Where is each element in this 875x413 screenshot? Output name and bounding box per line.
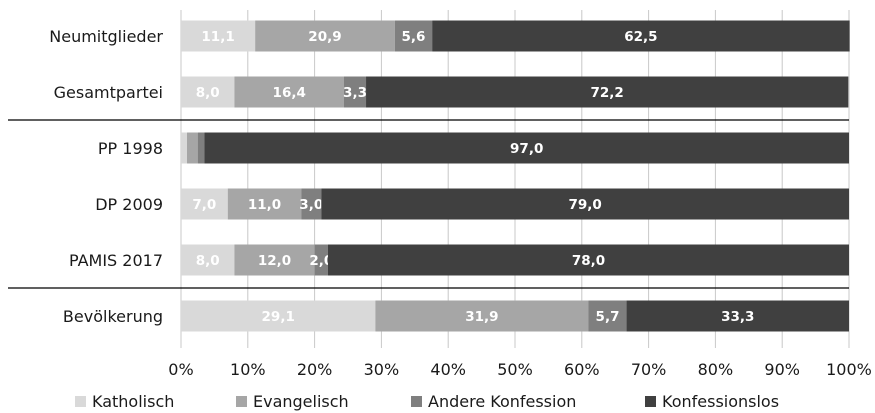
- x-tick-label: 40%: [430, 360, 466, 379]
- bar-segment: [181, 132, 188, 164]
- bar-row: 8,0 12,0 2,0 78,0: [181, 244, 850, 276]
- legend-item: Evangelisch: [236, 392, 349, 411]
- bar-segment: [375, 300, 589, 332]
- legend: Katholisch Evangelisch Andere Konfession Ko…: [75, 392, 779, 411]
- bar-segment: [181, 188, 228, 220]
- bar-segment: [394, 20, 433, 52]
- bar-segment: [432, 20, 850, 52]
- data-label: 2,0: [309, 253, 333, 269]
- legend-label: Evangelisch: [253, 392, 349, 411]
- category-label: DP 2009: [95, 195, 163, 214]
- bar-segment: [197, 132, 205, 164]
- legend-swatch: [645, 396, 656, 407]
- x-tick-label: 90%: [764, 360, 800, 379]
- data-label: 8,0: [196, 253, 220, 269]
- data-label: 31,9: [465, 309, 498, 325]
- bars: 11,1 20,9 5,6 62,5 8,0 16,4 3,3 72,2 97,0 7,0 11,0…: [181, 20, 850, 332]
- bar-segment: [255, 20, 395, 52]
- x-tick-label: 70%: [631, 360, 667, 379]
- legend-item: Katholisch: [75, 392, 174, 411]
- bar-segment: [588, 300, 627, 332]
- bar-row: 8,0 16,4 3,3 72,2: [181, 76, 849, 108]
- legend-swatch: [411, 396, 422, 407]
- bar-segment: [227, 188, 302, 220]
- data-label: 33,3: [721, 309, 754, 325]
- bar-segment: [234, 76, 344, 108]
- data-label: 72,2: [591, 85, 624, 101]
- bar-segment: [181, 300, 376, 332]
- x-tick-label: 30%: [364, 360, 400, 379]
- bar-segment: [366, 76, 849, 108]
- data-label: 11,0: [248, 197, 281, 213]
- category-labels: Neumitglieder Gesamtpartei PP 1998 DP 2009 P…: [49, 27, 163, 326]
- bar-segment: [234, 244, 315, 276]
- gridlines: [180, 10, 850, 348]
- data-label: 79,0: [568, 197, 601, 213]
- data-label: 78,0: [572, 253, 605, 269]
- bar-segment: [626, 300, 849, 332]
- category-label: Bevölkerung: [63, 307, 163, 326]
- bar-segment: [314, 244, 328, 276]
- data-label: 3,0: [299, 197, 323, 213]
- data-label: 7,0: [192, 197, 216, 213]
- data-label: 5,6: [402, 29, 426, 45]
- data-label: 3,3: [343, 85, 367, 101]
- x-tick-label: 10%: [230, 360, 266, 379]
- bar-row: 11,1 20,9 5,6 62,5: [181, 20, 850, 52]
- group-separators: [8, 119, 849, 289]
- category-label: PP 1998: [98, 139, 163, 158]
- bar-row: 97,0: [181, 132, 849, 164]
- legend-swatch: [75, 396, 86, 407]
- data-label: 29,1: [262, 309, 295, 325]
- data-label: 20,9: [308, 29, 341, 45]
- category-label: PAMIS 2017: [69, 251, 163, 270]
- bar-segment: [187, 132, 198, 164]
- legend-label: Katholisch: [92, 392, 174, 411]
- data-label: 12,0: [258, 253, 291, 269]
- category-label: Gesamtpartei: [54, 83, 163, 102]
- data-label: 97,0: [510, 141, 543, 157]
- legend-label: Andere Konfession: [428, 392, 576, 411]
- legend-swatch: [236, 396, 247, 407]
- x-tick-label: 100%: [826, 360, 872, 379]
- data-label: 8,0: [196, 85, 220, 101]
- data-label: 11,1: [201, 29, 234, 45]
- data-label: 16,4: [273, 85, 306, 101]
- x-tick-label: 50%: [497, 360, 533, 379]
- bar-row: 7,0 11,0 3,0 79,0: [181, 188, 849, 220]
- x-tick-label: 80%: [698, 360, 734, 379]
- x-tick-label: 20%: [297, 360, 333, 379]
- bar-row: 29,1 31,9 5,7 33,3: [181, 300, 849, 332]
- legend-item: Andere Konfession: [411, 392, 576, 411]
- bar-segment: [181, 20, 256, 52]
- legend-label: Konfessionslos: [662, 392, 779, 411]
- bar-segment: [327, 244, 850, 276]
- category-label: Neumitglieder: [49, 27, 163, 46]
- bar-segment: [181, 244, 235, 276]
- data-label: 5,7: [596, 309, 620, 325]
- bar-segment: [301, 188, 322, 220]
- bar-segment: [343, 76, 367, 108]
- x-tick-label: 60%: [564, 360, 600, 379]
- bar-segment: [204, 132, 849, 164]
- data-label: 62,5: [624, 29, 657, 45]
- x-tick-label: 0%: [168, 360, 193, 379]
- bar-segment: [321, 188, 849, 220]
- x-axis-tick-labels: 0% 10% 20% 30% 40% 50% 60% 70% 80% 90% 100%: [168, 360, 872, 379]
- bar-segment: [181, 76, 235, 108]
- legend-item: Konfessionslos: [645, 392, 779, 411]
